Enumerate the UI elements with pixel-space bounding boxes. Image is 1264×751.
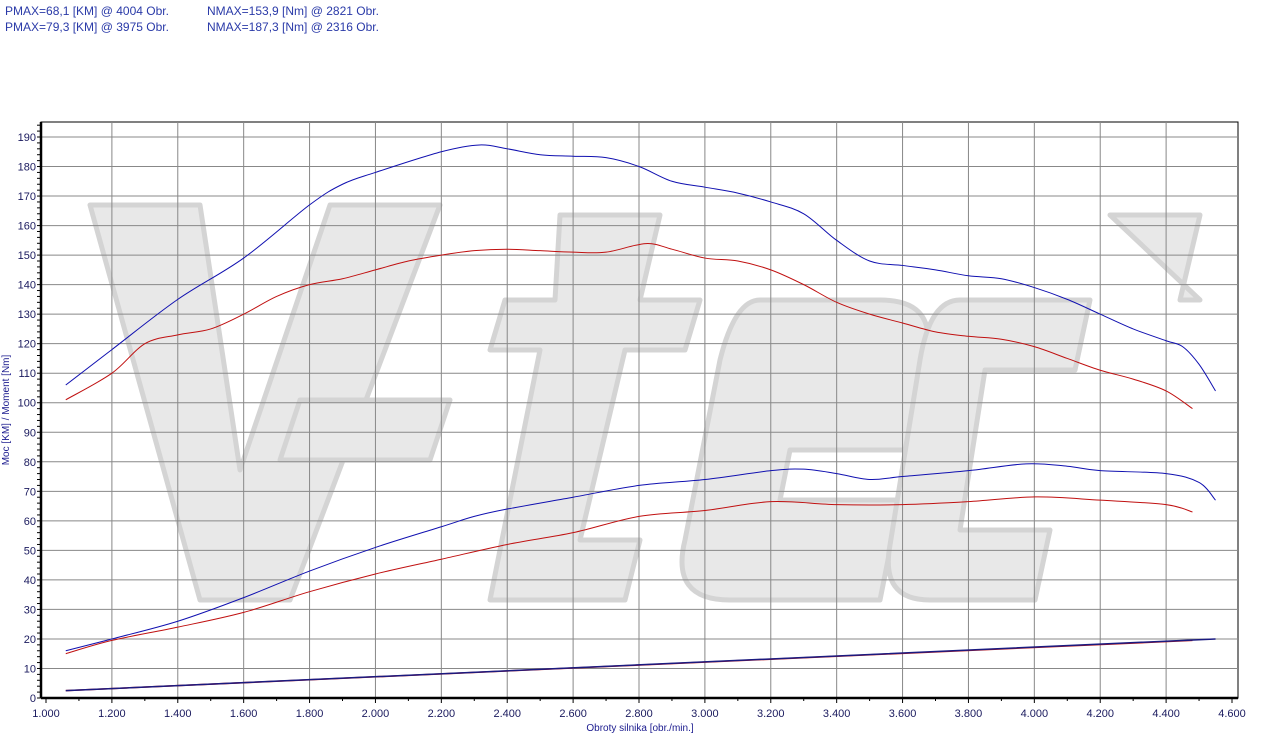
x-tick-label: 1.000 bbox=[32, 708, 60, 720]
y-tick-label: 60 bbox=[24, 516, 36, 528]
x-tick-label: 2.800 bbox=[625, 708, 653, 720]
y-tick-label: 100 bbox=[18, 398, 36, 410]
y-tick-label: 140 bbox=[18, 280, 36, 292]
pmax-blue: PMAX=79,3 [KM] @ 3975 Obr. bbox=[5, 20, 169, 34]
x-tick-label: 4.200 bbox=[1086, 708, 1114, 720]
watermark-c bbox=[885, 297, 1093, 603]
series-torque-0 bbox=[65, 144, 1216, 392]
x-tick-label: 3.000 bbox=[691, 708, 719, 720]
watermark-dash bbox=[277, 397, 453, 463]
pmax-red: PMAX=68,1 [KM] @ 4004 Obr. bbox=[5, 4, 169, 18]
nmax-blue: NMAX=187,3 [Nm] @ 2316 Obr. bbox=[207, 20, 379, 34]
series-loss-5 bbox=[65, 638, 1216, 692]
x-axis-label: Obroty silnika [obr./min.] bbox=[586, 723, 693, 734]
y-tick-label: 20 bbox=[24, 634, 36, 646]
y-tick-label: 80 bbox=[24, 457, 36, 469]
x-tick-label: 1.200 bbox=[98, 708, 126, 720]
watermark-h bbox=[1107, 212, 1203, 303]
y-tick-label: 160 bbox=[18, 221, 36, 233]
x-tick-label: 2.200 bbox=[428, 708, 456, 720]
y-tick-label: 170 bbox=[18, 191, 36, 203]
x-tick-label: 3.200 bbox=[757, 708, 785, 720]
y-tick-label: 90 bbox=[24, 427, 36, 439]
x-tick-label: 4.400 bbox=[1152, 708, 1180, 720]
y-tick-label: 150 bbox=[18, 250, 36, 262]
y-tick-label: 40 bbox=[24, 575, 36, 587]
y-tick-label: 110 bbox=[18, 368, 36, 380]
watermark-t bbox=[487, 212, 703, 603]
y-axis-label: Moc [KM] / Moment [Nm] bbox=[1, 354, 12, 465]
x-tick-label: 2.000 bbox=[362, 708, 390, 720]
x-tick-label: 3.400 bbox=[823, 708, 851, 720]
y-tick-label: 0 bbox=[30, 693, 36, 705]
watermark-e bbox=[679, 297, 931, 603]
y-tick-label: 30 bbox=[24, 604, 36, 616]
y-tick-label: 180 bbox=[18, 162, 36, 174]
y-tick-label: 130 bbox=[18, 309, 36, 321]
y-tick-label: 70 bbox=[24, 486, 36, 498]
y-tick-label: 120 bbox=[18, 339, 36, 351]
x-tick-label: 3.600 bbox=[889, 708, 917, 720]
x-tick-label: 3.800 bbox=[955, 708, 983, 720]
x-tick-label: 1.600 bbox=[230, 708, 258, 720]
series-power-3 bbox=[65, 496, 1193, 655]
nmax-red: NMAX=153,9 [Nm] @ 2821 Obr. bbox=[207, 4, 379, 18]
x-tick-label: 2.400 bbox=[493, 708, 521, 720]
x-tick-label: 1.800 bbox=[296, 708, 324, 720]
series-power-2 bbox=[65, 463, 1216, 652]
x-tick-label: 4.600 bbox=[1218, 708, 1246, 720]
x-tick-label: 2.600 bbox=[559, 708, 587, 720]
x-tick-label: 1.400 bbox=[164, 708, 192, 720]
y-tick-label: 190 bbox=[18, 132, 36, 144]
x-tick-label: 4.000 bbox=[1021, 708, 1049, 720]
y-tick-label: 10 bbox=[24, 663, 36, 675]
series-torque-1 bbox=[65, 243, 1193, 410]
y-tick-label: 50 bbox=[24, 545, 36, 557]
